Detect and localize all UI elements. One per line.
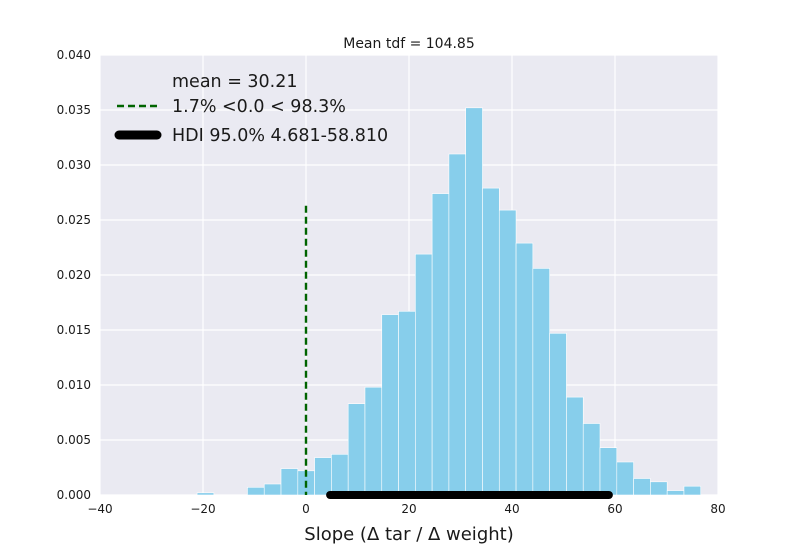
y-tick-label: 0.020 xyxy=(57,268,91,282)
histogram-bar xyxy=(498,209,517,496)
x-tick-label: −20 xyxy=(190,502,215,516)
legend-entry-mean: mean = 30.21 xyxy=(172,72,298,92)
histogram-bar xyxy=(650,481,668,496)
y-tick-label: 0.030 xyxy=(57,158,91,172)
x-tick-labels: −40 −20 0 20 40 60 80 xyxy=(87,502,725,516)
histogram-bar xyxy=(314,457,332,496)
x-tick-label: 40 xyxy=(504,502,519,516)
y-tick-label: 0.010 xyxy=(57,378,91,392)
y-tick-label: 0.040 xyxy=(57,48,91,62)
y-tick-label: 0.000 xyxy=(57,488,91,502)
histogram-bar xyxy=(331,453,349,496)
histogram-bar xyxy=(633,478,651,496)
histogram-bar xyxy=(515,242,534,496)
histogram-bar xyxy=(666,490,685,496)
x-tick-label: 80 xyxy=(710,502,725,516)
histogram-bar xyxy=(549,332,567,496)
x-tick-label: 20 xyxy=(401,502,416,516)
y-tick-labels: 0.000 0.005 0.010 0.015 0.020 0.025 0.030 0.035… xyxy=(57,48,91,502)
y-tick-label: 0.035 xyxy=(57,103,91,117)
x-tick-label: −40 xyxy=(87,502,112,516)
histogram-bar xyxy=(415,253,433,496)
x-axis-label: Slope (Δ tar / Δ weight) xyxy=(304,524,513,545)
histogram-bar xyxy=(448,153,467,496)
histogram-bar xyxy=(599,447,618,496)
histogram-bar xyxy=(280,468,299,496)
histogram-bar xyxy=(582,423,601,496)
histogram-bar xyxy=(616,461,634,496)
histogram-bar xyxy=(465,107,483,496)
legend-entry-probability: 1.7% <0.0 < 98.3% xyxy=(172,97,346,117)
histogram-bar xyxy=(247,486,265,496)
histogram-bar xyxy=(364,386,383,496)
legend-entry-hdi: HDI 95.0% 4.681-58.810 xyxy=(172,126,388,146)
histogram-bar xyxy=(263,483,282,496)
histogram-bar xyxy=(532,268,550,496)
histogram-bars xyxy=(196,107,702,496)
histogram-bar xyxy=(347,403,366,496)
histogram-bar xyxy=(431,193,450,496)
chart-title: Mean tdf = 104.85 xyxy=(343,36,475,52)
y-tick-label: 0.015 xyxy=(57,323,91,337)
y-tick-label: 0.005 xyxy=(57,433,91,447)
legend: mean = 30.21 1.7% <0.0 < 98.3% HDI 95.0%… xyxy=(114,72,388,146)
histogram-bar xyxy=(196,492,215,496)
histogram-bar xyxy=(683,485,702,496)
histogram-bar xyxy=(566,396,584,496)
histogram-bar xyxy=(381,314,399,496)
x-tick-label: 60 xyxy=(607,502,622,516)
histogram-bar xyxy=(398,310,416,496)
histogram-bar xyxy=(482,187,500,496)
x-tick-label: 0 xyxy=(302,502,310,516)
y-tick-label: 0.025 xyxy=(57,213,91,227)
